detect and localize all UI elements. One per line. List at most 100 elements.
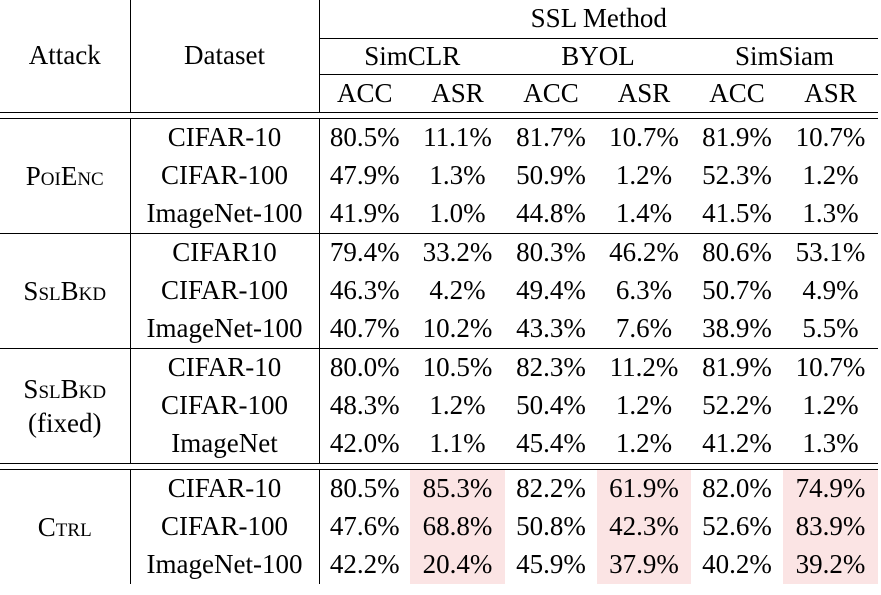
value-cell: 79.4% xyxy=(319,232,410,272)
value-cell: 44.8% xyxy=(516,198,586,228)
dataset-cell: CIFAR-10 xyxy=(130,347,320,387)
table-row: Ctrl CIFAR-10 80.5% 85.3% 82.2% 61.9% 82… xyxy=(0,469,879,584)
value-cell: 47.6% xyxy=(329,511,400,541)
value-cell: 47.9% xyxy=(329,160,400,190)
value-cell: 41.9% xyxy=(329,198,400,228)
value-cell: 10.5% xyxy=(410,347,505,387)
value-cell: 7.6% xyxy=(615,313,673,343)
value-cell: 1.2% xyxy=(615,160,673,190)
value-cell: 82.0% xyxy=(702,473,772,503)
header-ssl-method: SSL Method xyxy=(319,0,879,39)
dataset-cell: ImageNet-100 xyxy=(130,309,320,348)
value-cell: 40.7% xyxy=(329,313,400,343)
double-rule xyxy=(0,462,879,470)
value-cell: 42.2% xyxy=(329,549,400,579)
dataset-cell: CIFAR-100 xyxy=(130,507,320,546)
table-row: CIFAR-100 46.3% 4.2% 49.4% 6.3% 50.7% 4.… xyxy=(0,271,878,310)
value-cell: 50.4% xyxy=(516,390,586,420)
value-cell: 4.9% xyxy=(802,275,859,305)
value-cell: 5.5% xyxy=(802,313,859,343)
dataset-cell: ImageNet-100 xyxy=(130,545,320,584)
value-cell: 50.8% xyxy=(516,511,586,541)
value-cell: 1.2% xyxy=(802,160,859,190)
table-row: ImageNet-100 41.9% 1.0% 44.8% 1.4% 41.5%… xyxy=(0,194,878,233)
attack-ctrl: Ctrl xyxy=(0,469,131,584)
value-cell: 10.7% xyxy=(795,122,866,152)
value-cell: 80.3% xyxy=(505,232,597,272)
value-cell: 46.2% xyxy=(597,232,691,272)
value-cell: 81.9% xyxy=(702,122,772,152)
value-cell: 82.3% xyxy=(505,347,597,387)
value-cell: 1.3% xyxy=(429,160,486,190)
value-cell: 45.4% xyxy=(516,428,586,458)
header-metric: ACC xyxy=(523,77,579,108)
value-cell: 52.6% xyxy=(702,511,772,541)
value-cell: 4.2% xyxy=(429,275,486,305)
table-row: ImageNet 42.0% 1.1% 45.4% 1.2% 41.2% 1.3… xyxy=(0,424,878,463)
results-table: Attack Dataset SSL Method SimCLR BYOL Si… xyxy=(0,0,879,584)
header-method-byol: BYOL xyxy=(505,38,691,75)
dataset-cell: CIFAR10 xyxy=(130,232,320,272)
value-cell: 52.3% xyxy=(702,160,772,190)
value-cell: 41.2% xyxy=(702,428,772,458)
highlighted-value-cell: 83.9% xyxy=(783,507,879,546)
value-cell: 43.3% xyxy=(516,313,586,343)
header-metric: ASR xyxy=(617,77,671,108)
value-cell: 6.3% xyxy=(615,275,673,305)
dataset-cell: CIFAR-100 xyxy=(130,271,320,310)
dataset-cell: CIFAR-100 xyxy=(130,386,320,425)
value-cell: 82.2% xyxy=(516,473,586,503)
value-cell: 80.5% xyxy=(329,473,400,503)
value-cell: 46.3% xyxy=(329,275,400,305)
value-cell: 49.4% xyxy=(516,275,586,305)
value-cell: 81.7% xyxy=(516,122,586,152)
header-method-simclr: SimCLR xyxy=(319,38,505,75)
value-cell: 45.9% xyxy=(516,549,586,579)
attack-sslbkd-fixed: SslBkd (fixed) xyxy=(0,347,131,463)
dataset-cell: CIFAR-10 xyxy=(130,118,320,157)
table-row: SslBkd (fixed) CIFAR-10 80.0% 10.5% 82.3%… xyxy=(0,347,879,463)
value-cell: 10.2% xyxy=(422,313,493,343)
value-cell: 80.0% xyxy=(319,347,410,387)
value-cell: 41.5% xyxy=(702,198,772,228)
highlighted-value-cell: 85.3% xyxy=(410,469,505,508)
double-rule xyxy=(0,111,879,119)
highlighted-value-cell: 68.8% xyxy=(410,507,505,546)
value-cell: 81.9% xyxy=(691,347,783,387)
value-cell: 42.0% xyxy=(329,428,400,458)
header-attack: Attack xyxy=(0,0,131,112)
value-cell: 1.3% xyxy=(802,428,859,458)
table-row: CIFAR-100 47.6% 68.8% 50.8% 42.3% 52.6% … xyxy=(0,507,879,546)
highlighted-value-cell: 20.4% xyxy=(410,545,505,584)
value-cell: 1.2% xyxy=(615,428,673,458)
header-metric: ACC xyxy=(709,77,765,108)
value-cell: 48.3% xyxy=(329,390,400,420)
value-cell: 52.2% xyxy=(702,390,772,420)
value-cell: 10.7% xyxy=(609,122,679,152)
value-cell: 50.7% xyxy=(702,275,772,305)
attack-sslbkd: SslBkd xyxy=(0,232,131,348)
highlighted-value-cell: 61.9% xyxy=(597,469,691,508)
dataset-cell: ImageNet xyxy=(130,424,320,463)
value-cell: 11.1% xyxy=(423,122,492,152)
value-cell: 1.2% xyxy=(802,390,859,420)
value-cell: 38.9% xyxy=(702,313,772,343)
value-cell: 10.7% xyxy=(783,347,879,387)
table-row: ImageNet-100 42.2% 20.4% 45.9% 37.9% 40.… xyxy=(0,545,879,584)
header-method-simsiam: SimSiam xyxy=(691,38,879,75)
table-row: ImageNet-100 40.7% 10.2% 43.3% 7.6% 38.9… xyxy=(0,309,878,348)
value-cell: 1.2% xyxy=(429,390,486,420)
highlighted-value-cell: 39.2% xyxy=(783,545,879,584)
table-row: SslBkd CIFAR10 79.4% 33.2% 80.3% 46.2% 8… xyxy=(0,232,879,348)
value-cell: 1.1% xyxy=(429,428,486,458)
highlighted-value-cell: 42.3% xyxy=(597,507,691,546)
value-cell: 11.2% xyxy=(597,347,691,387)
value-cell: 80.6% xyxy=(691,232,783,272)
header-metric: ASR xyxy=(804,77,857,108)
attack-poienc: PoiEnc xyxy=(0,118,131,233)
header-metric: ASR xyxy=(431,77,484,108)
header-metric: ACC xyxy=(336,77,393,108)
value-cell: 1.2% xyxy=(615,390,673,420)
value-cell: 33.2% xyxy=(410,232,505,272)
